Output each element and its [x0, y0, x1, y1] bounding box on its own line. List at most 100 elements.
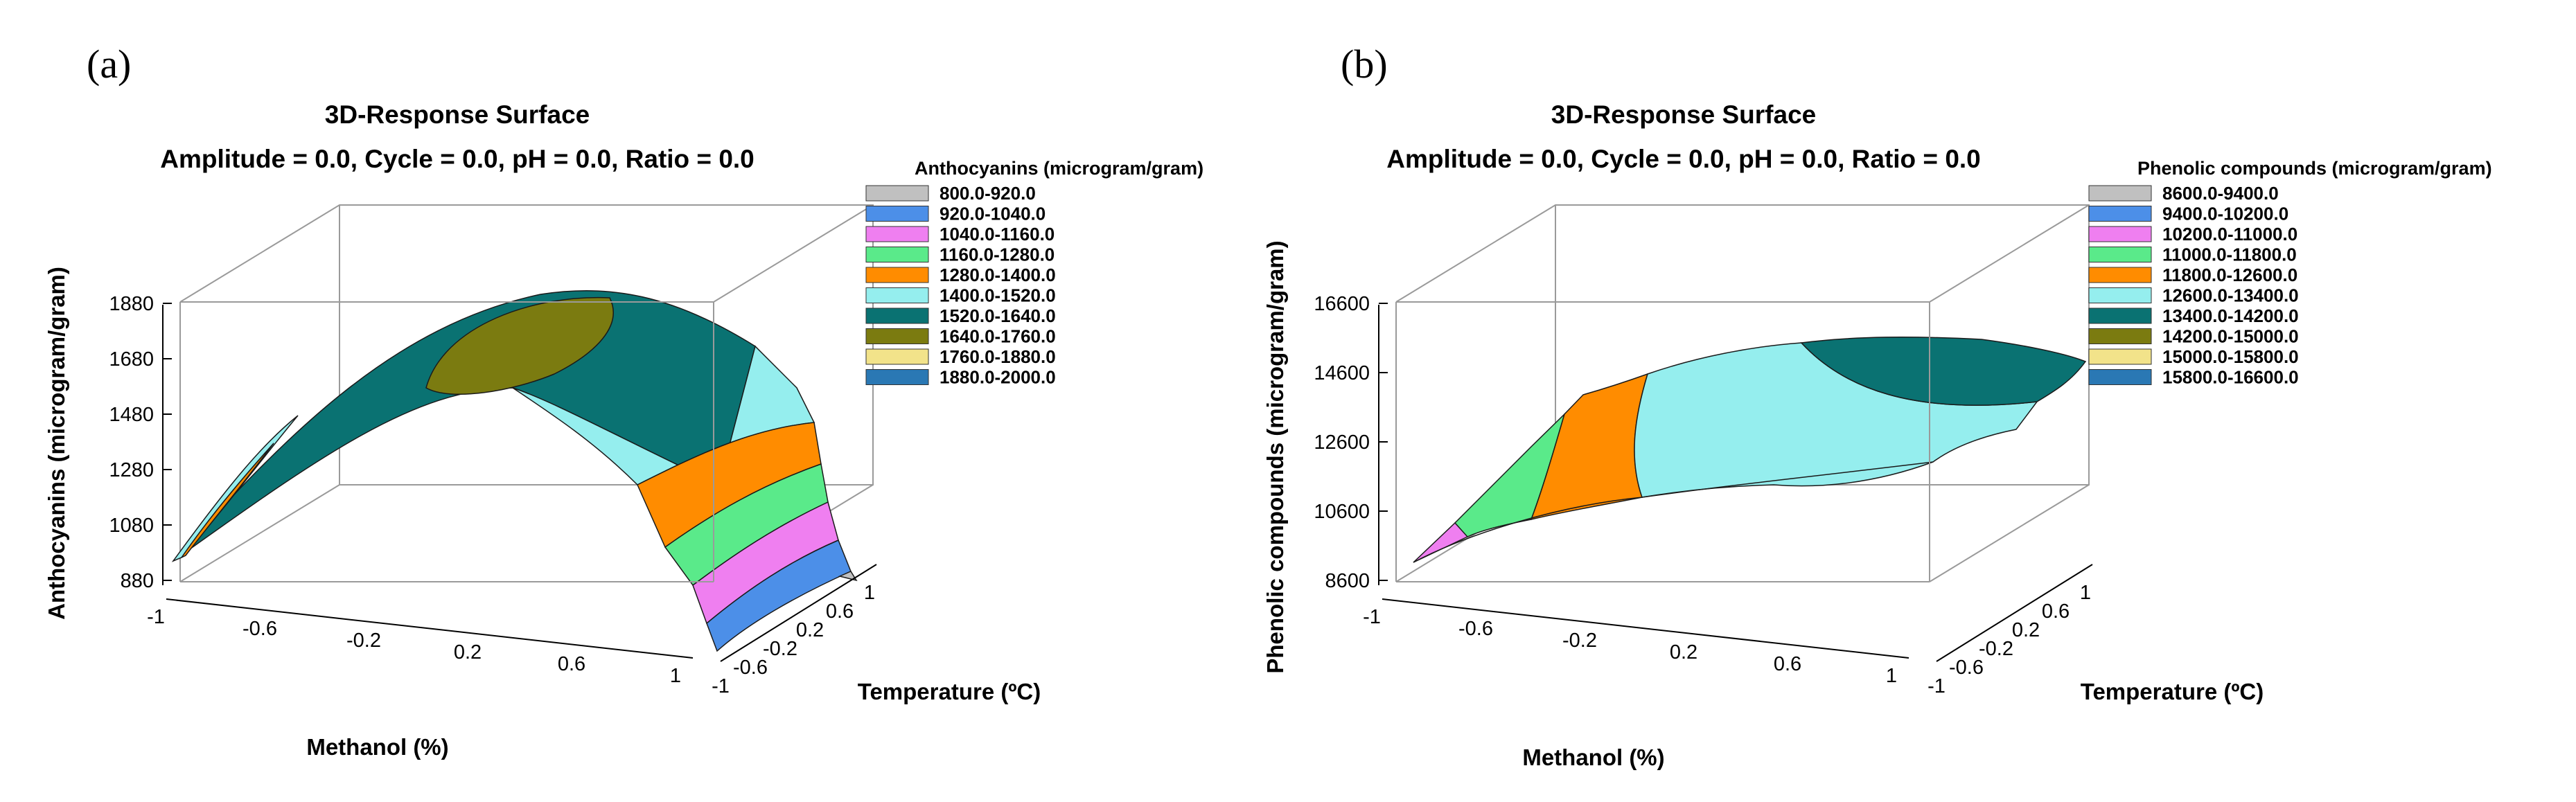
legend-swatch — [2088, 226, 2152, 242]
legend-b: Phenolic compounds (microgram/gram) 8600… — [2088, 158, 2492, 388]
panel-a: (a) 3D-Response Surface Amplitude = 0.0,… — [44, 42, 1203, 760]
y-tick-label: 0.6 — [826, 600, 854, 623]
x-axis-b: -1 -0.6 -0.2 0.2 0.6 1 Methanol (%) — [1363, 598, 1909, 770]
legend-title: Anthocyanins (microgram/gram) — [915, 158, 1203, 179]
legend-swatch — [2088, 206, 2152, 222]
panel-label-a: (a) — [87, 42, 131, 87]
x-axis-label: Methanol (%) — [1522, 745, 1664, 770]
z-tick-label: 10600 — [1314, 501, 1370, 523]
legend-swatch — [2088, 287, 2152, 303]
y-tick-label: -0.2 — [763, 638, 797, 660]
chart-subtitle-b: Amplitude = 0.0, Cycle = 0.0, pH = 0.0, … — [1386, 145, 1981, 173]
legend-label: 8600.0-9400.0 — [2162, 183, 2279, 204]
legend-swatch — [2088, 267, 2152, 283]
chart-title-b: 3D-Response Surface — [1551, 100, 1816, 129]
surface-band-13400-14200 — [1800, 336, 2087, 406]
y-tick-label: 0.2 — [796, 619, 824, 641]
z-tick-label: 14600 — [1314, 362, 1370, 384]
legend-swatch — [2088, 348, 2152, 365]
legend-swatch — [865, 308, 929, 324]
legend-swatch — [2088, 308, 2152, 324]
z-axis-label: Phenolic compounds (microgram/gram) — [1262, 240, 1288, 673]
chart-subtitle-a: Amplitude = 0.0, Cycle = 0.0, pH = 0.0, … — [160, 145, 755, 173]
legend-label: 1880.0-2000.0 — [939, 367, 1056, 388]
z-tick-label: 8600 — [1325, 570, 1370, 592]
y-axis-b: -1 -0.6 -0.2 0.2 0.6 1 Temperature (ºC) — [1927, 564, 2264, 704]
y-tick-label: 1 — [2080, 582, 2091, 604]
legend-a: Anthocyanins (microgram/gram) 800.0-920.… — [865, 158, 1203, 388]
y-axis-a: -1 -0.6 -0.2 0.2 0.6 1 Temperature (ºC) — [712, 564, 1041, 704]
box-front-b — [1396, 204, 2090, 582]
x-tick-label: 0.6 — [1774, 653, 1801, 675]
legend-label: 11800.0-12600.0 — [2162, 265, 2297, 285]
legend-items: 8600.0-9400.09400.0-10200.010200.0-11000… — [2088, 183, 2299, 388]
legend-swatch — [2088, 247, 2152, 262]
surface-edge-b — [1413, 461, 1934, 563]
legend-label: 1760.0-1880.0 — [939, 346, 1056, 367]
x-tick-label: -1 — [147, 606, 165, 628]
y-tick-label: 1 — [864, 582, 875, 604]
y-tick-label: -1 — [1927, 675, 1946, 697]
surface-band-800-920 — [838, 571, 858, 582]
legend-swatch — [865, 226, 929, 242]
legend-label: 9400.0-10200.0 — [2162, 204, 2288, 224]
y-tick-label: -0.6 — [1949, 657, 1984, 679]
legend-label: 1160.0-1280.0 — [939, 244, 1055, 265]
x-tick-label: -0.6 — [1458, 618, 1493, 640]
x-tick-label: 1 — [670, 665, 681, 687]
z-tick-label: 12600 — [1314, 431, 1370, 454]
legend-label: 12600.0-13400.0 — [2162, 285, 2299, 306]
z-axis-a: 880 1080 1280 1480 1680 1880 Anthocyanin… — [44, 267, 172, 620]
z-tick-label: 16600 — [1314, 293, 1370, 315]
legend-swatch — [865, 206, 929, 222]
legend-swatch — [2088, 328, 2152, 344]
x-tick-label: -1 — [1363, 606, 1381, 628]
y-tick-label: 0.2 — [2012, 619, 2040, 641]
z-tick-label: 1880 — [109, 293, 154, 315]
legend-label: 11000.0-11800.0 — [2162, 244, 2297, 265]
z-axis-label: Anthocyanins (microgram/gram) — [44, 267, 69, 620]
legend-label: 1400.0-1520.0 — [939, 285, 1056, 306]
panel-label-b: (b) — [1341, 42, 1388, 87]
x-tick-label: -0.2 — [346, 630, 381, 652]
surface-band-1640-1760 — [425, 296, 614, 395]
response-surface-b — [1413, 336, 2087, 563]
y-tick-label: -1 — [712, 675, 730, 697]
legend-label: 14200.0-15000.0 — [2162, 326, 2299, 347]
z-axis-b: 8600 10600 12600 14600 16600 Phenolic co… — [1262, 240, 1388, 674]
legend-label: 15000.0-15800.0 — [2162, 346, 2299, 367]
chart-title-a: 3D-Response Surface — [325, 100, 590, 129]
y-axis-label: Temperature (ºC) — [2081, 679, 2264, 704]
legend-swatch — [865, 287, 929, 303]
z-tick-label: 1480 — [109, 404, 154, 426]
legend-swatch — [865, 348, 929, 365]
legend-label: 10200.0-11000.0 — [2162, 224, 2297, 244]
z-tick-label: 1280 — [109, 459, 154, 481]
y-tick-label: -0.6 — [733, 657, 768, 679]
y-tick-label: 0.6 — [2042, 600, 2070, 623]
legend-title: Phenolic compounds (microgram/gram) — [2137, 158, 2492, 179]
legend-items: 800.0-920.0920.0-1040.01040.0-1160.01160… — [865, 183, 1056, 388]
legend-swatch — [2088, 369, 2152, 385]
x-tick-label: 1 — [1886, 665, 1897, 687]
x-tick-label: 0.2 — [1670, 641, 1697, 663]
z-tick-label: 880 — [121, 570, 154, 592]
legend-swatch — [865, 185, 929, 202]
y-axis-label: Temperature (ºC) — [858, 679, 1041, 704]
box-front-a — [180, 204, 874, 582]
x-axis-label: Methanol (%) — [306, 734, 448, 760]
x-tick-label: 0.6 — [558, 653, 585, 675]
z-tick-label: 1080 — [109, 515, 154, 537]
legend-label: 920.0-1040.0 — [939, 204, 1046, 224]
legend-label: 800.0-920.0 — [939, 183, 1036, 204]
legend-swatch — [865, 328, 929, 344]
legend-label: 1640.0-1760.0 — [939, 326, 1056, 347]
panel-b: (b) 3D-Response Surface Amplitude = 0.0,… — [1262, 42, 2492, 770]
x-axis-a: -1 -0.6 -0.2 0.2 0.6 1 Methanol (%) — [147, 598, 694, 760]
legend-label: 15800.0-16600.0 — [2162, 367, 2299, 388]
legend-label: 13400.0-14200.0 — [2162, 305, 2299, 326]
surface-band-1280-1400-left — [181, 443, 274, 558]
legend-swatch — [865, 267, 929, 283]
legend-swatch — [865, 247, 929, 262]
